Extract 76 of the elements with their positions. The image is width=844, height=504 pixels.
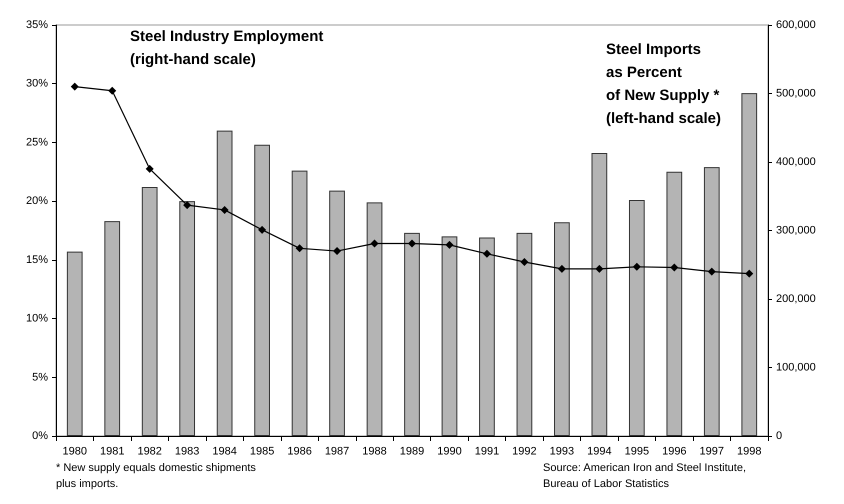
point bbox=[670, 263, 678, 272]
y2-tick-label: 400,000 bbox=[776, 156, 816, 168]
point bbox=[632, 262, 641, 271]
x-tick-label: 1986 bbox=[287, 446, 312, 458]
y-tick-label: 5% bbox=[32, 371, 48, 384]
point bbox=[445, 240, 454, 249]
x-tick-label: 1987 bbox=[324, 446, 350, 458]
x-tick-label: 1981 bbox=[100, 446, 124, 458]
x-tick-label: 1992 bbox=[512, 446, 537, 458]
point bbox=[520, 258, 528, 266]
y2-tick-label: 600,000 bbox=[776, 19, 816, 31]
bar bbox=[479, 238, 495, 436]
y-tick-label: 35% bbox=[26, 19, 48, 31]
bar bbox=[292, 170, 308, 436]
y2-tick-label: 300,000 bbox=[776, 224, 816, 236]
point bbox=[745, 270, 754, 278]
bar bbox=[142, 187, 158, 436]
bar bbox=[104, 221, 120, 436]
bar bbox=[404, 232, 420, 436]
x-tick-label: 1989 bbox=[400, 446, 424, 458]
point bbox=[108, 86, 116, 95]
point bbox=[595, 264, 604, 273]
y-tick-label: 25% bbox=[26, 136, 48, 148]
series-label: Steel Industry Employment (right-hand scale) bbox=[130, 28, 324, 68]
x-tick-label: 1984 bbox=[212, 446, 237, 458]
x-tick-label: 1996 bbox=[662, 446, 687, 458]
bar bbox=[628, 200, 645, 436]
point bbox=[708, 268, 716, 276]
bar bbox=[704, 167, 720, 436]
x-tick-label: 1985 bbox=[250, 446, 274, 458]
point bbox=[482, 250, 491, 258]
point bbox=[333, 247, 342, 256]
y2-tick-label: 0 bbox=[776, 430, 782, 442]
x-tick-label: 1995 bbox=[624, 446, 650, 458]
point bbox=[70, 82, 79, 91]
y-tick-label: 30% bbox=[26, 78, 48, 90]
bar bbox=[216, 130, 232, 436]
x-tick-label: 1988 bbox=[362, 446, 387, 458]
bar bbox=[366, 202, 382, 436]
x-tick-label: 1994 bbox=[587, 446, 612, 458]
y2-tick-label: 200,000 bbox=[776, 293, 816, 305]
bar bbox=[741, 93, 758, 436]
point bbox=[370, 240, 379, 248]
point bbox=[146, 164, 154, 173]
bar bbox=[666, 172, 682, 436]
bar bbox=[554, 222, 570, 436]
bar bbox=[254, 144, 270, 436]
x-tick-label: 1990 bbox=[437, 446, 462, 458]
bar bbox=[516, 232, 532, 436]
point bbox=[558, 264, 566, 273]
bar bbox=[179, 201, 196, 436]
x-tick-label: 1991 bbox=[474, 446, 500, 458]
y2-tick-label: 100,000 bbox=[776, 362, 816, 374]
bar bbox=[592, 152, 608, 436]
y-tick-label: 10% bbox=[26, 312, 48, 325]
bar bbox=[329, 190, 345, 436]
point bbox=[408, 240, 416, 248]
point bbox=[220, 206, 229, 214]
y-tick-label: 20% bbox=[26, 195, 48, 208]
x-tick-label: 1998 bbox=[737, 446, 762, 458]
point bbox=[183, 201, 192, 210]
text: * New supply equals domestic shipments plus imports. bbox=[56, 462, 256, 490]
point bbox=[296, 244, 304, 252]
x-tick-label: 1993 bbox=[550, 446, 574, 458]
point bbox=[258, 226, 266, 234]
x-tick-label: 1982 bbox=[137, 446, 162, 458]
y2-tick-label: 500,000 bbox=[776, 88, 816, 100]
y-tick-label: 15% bbox=[26, 254, 48, 266]
y-tick-label: 0% bbox=[32, 430, 48, 442]
bar bbox=[442, 236, 458, 436]
series-label: Steel Imports as Percent of New Supply * (left-hand scale) bbox=[606, 41, 722, 127]
x-tick-label: 1980 bbox=[62, 446, 87, 458]
bar bbox=[66, 252, 83, 436]
x-tick-label: 1997 bbox=[700, 446, 724, 458]
x-tick-label: 1983 bbox=[174, 446, 200, 458]
source-note: Source: American Iron and Steel Institute, Bureau of Labor Statistics bbox=[543, 462, 746, 490]
